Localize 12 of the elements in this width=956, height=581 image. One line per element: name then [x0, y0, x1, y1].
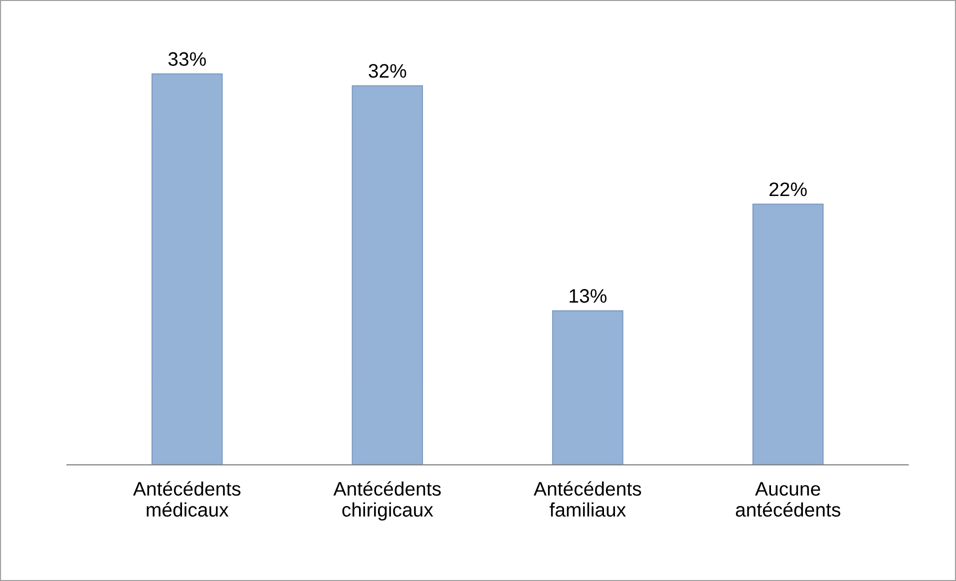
x-tick-label: Antécédents chirigicaux	[333, 481, 441, 521]
x-tick-label: Aucune antécédents	[736, 482, 840, 517]
data-label: 13%	[570, 289, 606, 303]
x-tick-label: Antécédents médicaux	[133, 481, 240, 517]
bar	[352, 85, 424, 465]
data-label: 33%	[168, 52, 206, 66]
x-tick-label: Antécédents familiaux	[534, 481, 642, 517]
data-label: 32%	[368, 64, 406, 78]
bar	[552, 310, 624, 465]
data-label: 22%	[770, 182, 807, 196]
bar	[151, 73, 223, 465]
bar	[752, 204, 824, 465]
